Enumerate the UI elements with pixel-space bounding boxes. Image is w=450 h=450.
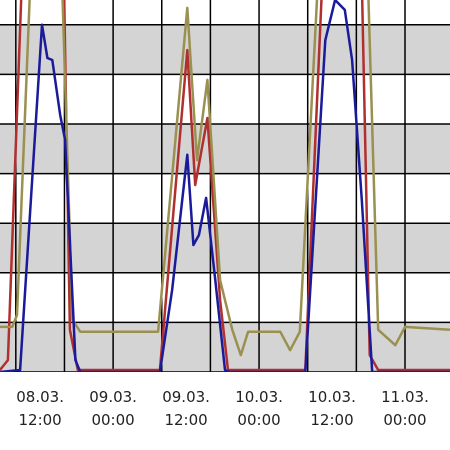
x-tick-label: 11.03. 00:00 [381,388,429,429]
grid-band [0,24,450,75]
x-tick-label: 09.03. 12:00 [162,388,210,429]
x-tick-label: 08.03. 12:00 [16,388,64,429]
plot-area [0,0,450,372]
series-line [0,0,450,357]
series-line [0,0,450,372]
x-tick-label: 10.03. 12:00 [308,388,356,429]
series-line [0,0,450,372]
grid-band [0,124,450,174]
x-tick-label: 09.03. 00:00 [89,388,137,429]
x-tick-label: 10.03. 00:00 [235,388,283,429]
